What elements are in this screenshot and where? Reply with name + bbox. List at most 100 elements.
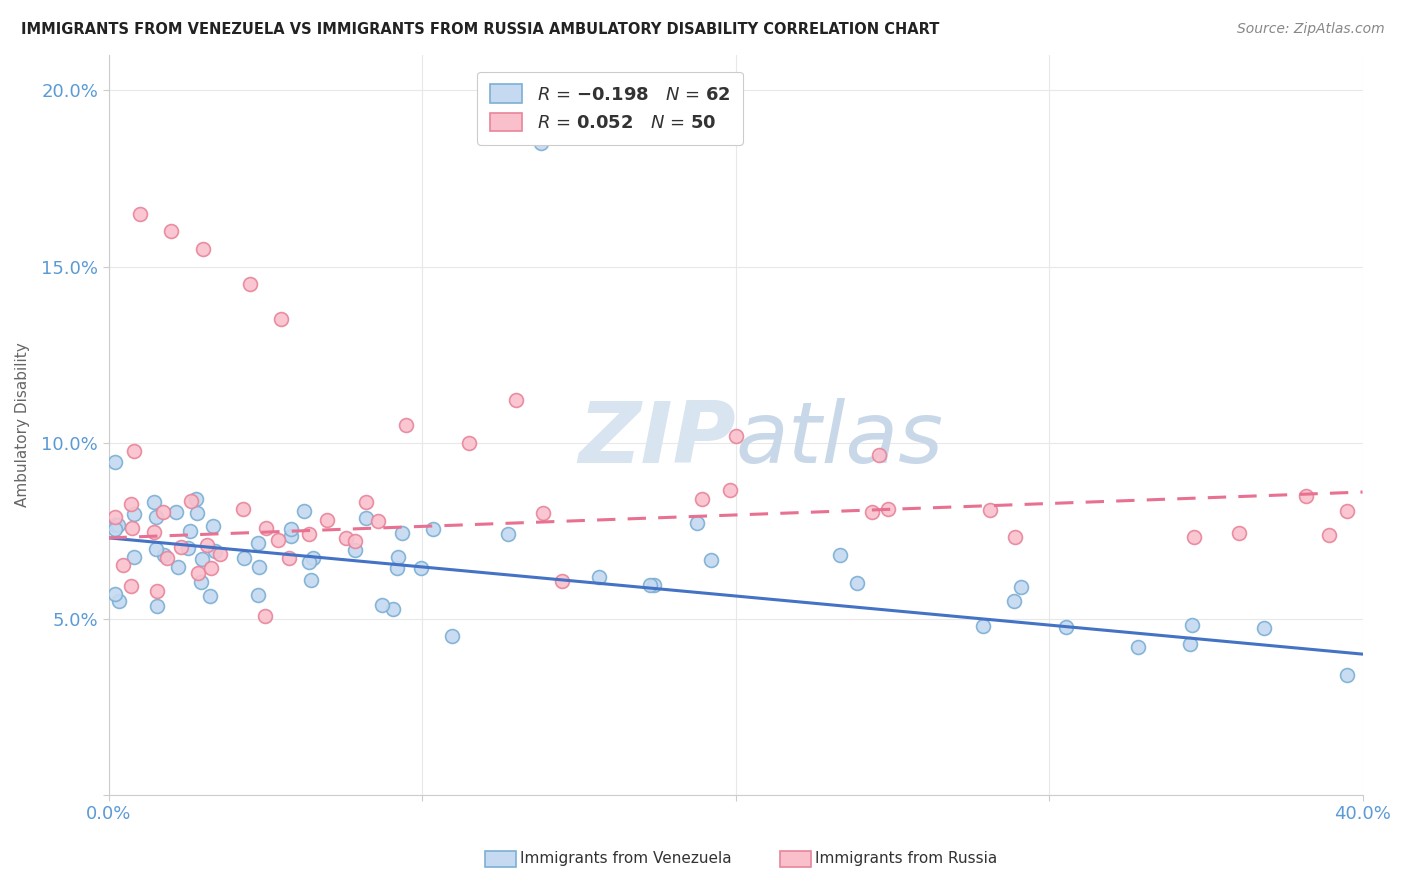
Point	[186, 506, 208, 520]
Point	[1182, 530, 1205, 544]
Point	[254, 521, 277, 535]
Point	[1002, 593, 1025, 607]
Text: IMMIGRANTS FROM VENEZUELA VS IMMIGRANTS FROM RUSSIA AMBULATORY DISABILITY CORREL: IMMIGRANTS FROM VENEZUELA VS IMMIGRANTS …	[21, 22, 939, 37]
Point	[232, 551, 254, 566]
Point	[972, 619, 994, 633]
Point	[104, 518, 127, 533]
Point	[107, 517, 129, 532]
Point	[184, 491, 207, 506]
Point	[201, 519, 224, 533]
Point	[104, 587, 127, 601]
Text: Immigrants from Russia: Immigrants from Russia	[815, 852, 998, 866]
Point	[145, 599, 167, 613]
Point	[277, 550, 299, 565]
Point	[160, 224, 183, 238]
Point	[533, 506, 555, 520]
Point	[530, 136, 553, 151]
Point	[128, 207, 150, 221]
Point	[1054, 620, 1077, 634]
Point	[145, 584, 167, 599]
Point	[145, 510, 167, 524]
Point	[371, 598, 394, 612]
Point	[1253, 621, 1275, 635]
Point	[246, 536, 269, 550]
Point	[1181, 618, 1204, 632]
Point	[156, 550, 179, 565]
Point	[830, 548, 852, 562]
Point	[315, 513, 337, 527]
Point	[254, 609, 277, 624]
Point	[121, 521, 143, 535]
Point	[302, 550, 325, 565]
Point	[505, 393, 527, 408]
Point	[143, 495, 166, 509]
Point	[239, 277, 262, 292]
Point	[204, 544, 226, 558]
Point	[979, 503, 1001, 517]
Point	[298, 555, 321, 569]
Point	[391, 526, 413, 541]
Point	[200, 561, 222, 575]
Point	[280, 522, 302, 536]
Point	[1317, 528, 1340, 542]
Point	[142, 524, 165, 539]
Text: ZIP: ZIP	[578, 399, 735, 482]
Point	[187, 566, 209, 580]
Point	[145, 542, 167, 557]
Point	[292, 504, 315, 518]
Point	[195, 538, 218, 552]
Point	[718, 483, 741, 498]
Point	[179, 524, 201, 538]
Point	[409, 561, 432, 575]
Point	[247, 588, 270, 602]
Y-axis label: Ambulatory Disability: Ambulatory Disability	[15, 343, 30, 508]
Point	[868, 448, 890, 462]
Point	[724, 428, 747, 442]
Point	[343, 542, 366, 557]
Point	[845, 576, 868, 591]
Text: Immigrants from Venezuela: Immigrants from Venezuela	[520, 852, 733, 866]
Point	[440, 629, 463, 643]
Point	[208, 547, 231, 561]
Point	[395, 418, 418, 433]
Point	[1180, 637, 1202, 651]
Point	[232, 501, 254, 516]
Point	[876, 501, 898, 516]
Point	[120, 497, 142, 511]
Point	[860, 505, 883, 519]
Point	[422, 522, 444, 536]
Point	[354, 495, 377, 509]
Point	[1010, 580, 1032, 594]
Point	[190, 552, 212, 566]
Point	[690, 491, 713, 506]
Point	[247, 560, 270, 574]
Point	[198, 589, 221, 603]
Point	[551, 574, 574, 588]
Point	[111, 558, 134, 572]
Point	[458, 435, 481, 450]
Point	[190, 575, 212, 590]
Point	[367, 514, 389, 528]
Point	[165, 505, 187, 519]
Point	[356, 511, 378, 525]
Point	[104, 455, 127, 469]
Point	[1126, 640, 1149, 655]
Point	[104, 522, 127, 536]
Point	[152, 505, 174, 519]
Point	[1336, 668, 1358, 682]
Point	[299, 573, 322, 587]
Point	[270, 312, 292, 326]
Point	[588, 570, 610, 584]
Point	[387, 550, 409, 565]
Point	[643, 578, 665, 592]
Point	[104, 509, 127, 524]
Point	[180, 494, 202, 508]
Point	[1336, 504, 1358, 518]
Point	[335, 531, 357, 545]
Point	[124, 550, 146, 565]
Point	[344, 534, 367, 549]
Point	[280, 529, 302, 543]
Point	[1295, 489, 1317, 503]
Point	[122, 507, 145, 521]
Point	[153, 548, 176, 562]
